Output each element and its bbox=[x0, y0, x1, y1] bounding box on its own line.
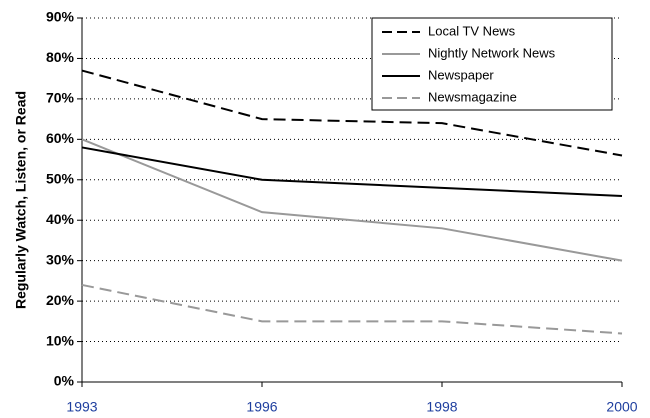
y-tick-label: 0% bbox=[54, 373, 75, 389]
series-line bbox=[81, 146, 623, 197]
legend-box bbox=[371, 17, 613, 111]
y-tick-label: 60% bbox=[46, 130, 75, 146]
y-tick-label: 20% bbox=[46, 292, 75, 308]
series-line bbox=[81, 69, 623, 157]
series-line bbox=[81, 283, 623, 335]
y-tick-label: 10% bbox=[46, 332, 75, 348]
y-tick-label: 50% bbox=[46, 170, 75, 186]
y-tick-label: 70% bbox=[46, 90, 75, 106]
x-tick-label: 1993 bbox=[66, 399, 97, 415]
x-tick-label: 2000 bbox=[606, 399, 637, 415]
y-tick-label: 90% bbox=[46, 9, 75, 25]
x-tick-label: 1998 bbox=[426, 399, 457, 415]
x-tick-label: 1996 bbox=[246, 399, 277, 415]
y-axis-label: Regularly Watch, Listen, or Read bbox=[13, 91, 29, 309]
y-tick-label: 40% bbox=[46, 211, 75, 227]
y-tick-label: 30% bbox=[46, 251, 75, 267]
series-line bbox=[81, 138, 623, 262]
legend-label: Newspaper bbox=[428, 67, 494, 82]
legend-label: Newsmagazine bbox=[428, 89, 517, 104]
legend-label: Nightly Network News bbox=[428, 45, 556, 60]
legend-label: Local TV News bbox=[428, 23, 516, 38]
y-tick-label: 80% bbox=[46, 49, 75, 65]
